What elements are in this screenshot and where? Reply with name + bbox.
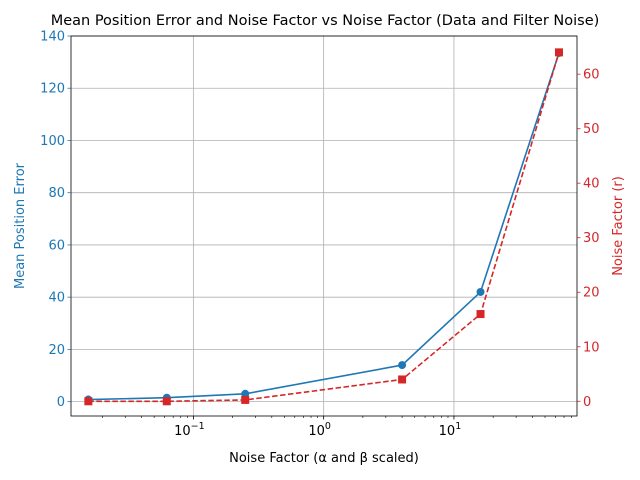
data-point-right bbox=[554, 48, 563, 57]
chart-title: Mean Position Error and Noise Factor vs … bbox=[51, 13, 600, 29]
x-tick-label: 101 bbox=[439, 421, 462, 439]
series-layer bbox=[84, 48, 563, 406]
y-left-tick-label: 120 bbox=[40, 82, 65, 97]
data-point-left bbox=[241, 389, 250, 398]
data-point-left bbox=[476, 287, 485, 296]
y-left-tick-label: 140 bbox=[40, 30, 65, 45]
data-point-right bbox=[84, 397, 93, 406]
y-left-tick-label: 40 bbox=[48, 291, 65, 306]
series-line-right bbox=[88, 52, 560, 403]
grid bbox=[71, 35, 577, 416]
x-axis-label: Noise Factor (α and β scaled) bbox=[229, 451, 419, 466]
y-left-tick-label: 20 bbox=[48, 343, 65, 358]
data-point-right bbox=[398, 375, 407, 384]
y-right-tick-label: 50 bbox=[583, 122, 600, 137]
y-axis-label-left: Mean Position Error bbox=[13, 162, 28, 289]
x-tick-label: 10−1 bbox=[174, 421, 205, 439]
y-axis-label-right: Noise Factor (r) bbox=[611, 176, 626, 276]
y-left-tick-label: 0 bbox=[57, 395, 65, 410]
x-tick-label: 100 bbox=[308, 421, 331, 439]
axes: 10−1 100 101 0 20 40 60 80 100 120 140 0 10 20 30 40 50 6… bbox=[40, 30, 599, 440]
y-left-tick-label: 60 bbox=[48, 238, 65, 253]
y-right-tick-label: 20 bbox=[583, 286, 600, 301]
series-line-left bbox=[88, 52, 560, 401]
data-point-right bbox=[162, 397, 171, 406]
y-right-tick-label: 60 bbox=[583, 68, 600, 83]
y-right-tick-label: 10 bbox=[583, 340, 600, 355]
y-left-tick-label: 100 bbox=[40, 134, 65, 149]
data-point-left bbox=[398, 361, 407, 370]
y-right-tick-label: 30 bbox=[583, 231, 600, 246]
data-point-right bbox=[476, 310, 485, 319]
y-left-tick-label: 80 bbox=[48, 186, 65, 201]
y-right-tick-label: 0 bbox=[583, 395, 591, 410]
data-point-right bbox=[241, 395, 250, 404]
y-right-tick-label: 40 bbox=[583, 177, 600, 192]
